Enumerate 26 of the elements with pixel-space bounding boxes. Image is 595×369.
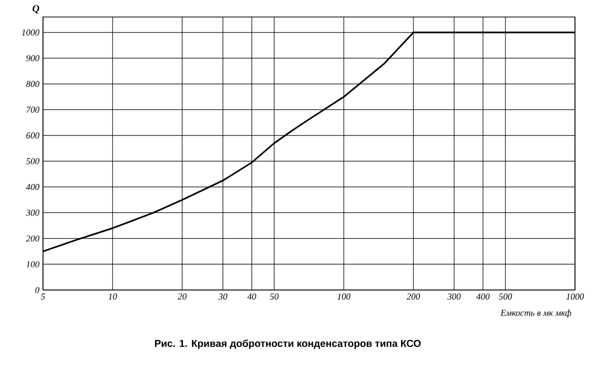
y-tick-label: 500 <box>26 158 40 164</box>
y-tick-label: 0 <box>35 286 40 294</box>
x-tick-label: 100 <box>337 294 350 300</box>
y-tick-label: 900 <box>26 55 40 62</box>
y-tick-label: 200 <box>26 235 40 242</box>
x-tick-label: 40 <box>247 294 256 300</box>
x-tick-label: 10 <box>108 294 117 300</box>
x-tick-label: 50 <box>270 294 279 300</box>
text: Рис. 1. Кривая добротности конденсаторов типа КСО <box>155 340 421 349</box>
x-tick-label: 30 <box>218 294 228 300</box>
y-tick-label: 600 <box>26 132 40 139</box>
x-tick-label: 300 <box>447 294 461 300</box>
y-tick-label: 400 <box>26 184 40 190</box>
y-tick-label: 100 <box>26 261 40 268</box>
x-tick-label: 200 <box>406 294 420 300</box>
x-tick-label: 5 <box>40 294 45 300</box>
y-axis-title: Q <box>32 5 40 14</box>
y-tick-label: 800 <box>26 80 40 87</box>
y-tick-label: 700 <box>26 106 40 113</box>
x-tick-label: 500 <box>498 294 512 300</box>
x-axis-title: Емкость в мк мкф <box>500 310 572 318</box>
y-tick-label: 300 <box>26 210 40 216</box>
x-tick-label: 400 <box>476 294 490 300</box>
x-tick-label: 20 <box>178 294 187 300</box>
x-tick-label: 1000 <box>566 294 584 300</box>
y-tick-label: 1000 <box>22 29 40 36</box>
